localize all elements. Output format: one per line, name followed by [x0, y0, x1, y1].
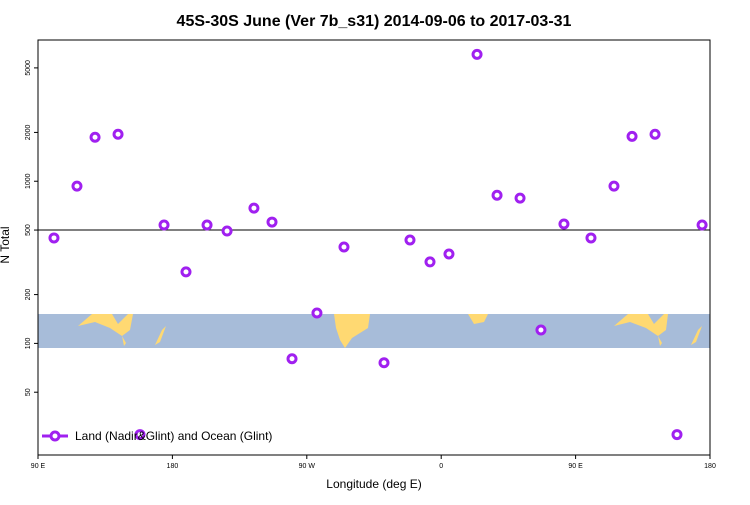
y-axis-label: N Total	[0, 226, 12, 263]
data-point	[424, 256, 436, 268]
data-point	[221, 225, 233, 237]
data-point	[443, 248, 455, 260]
data-point	[134, 429, 146, 441]
data-point	[535, 324, 547, 336]
data-point	[585, 232, 597, 244]
data-point	[248, 202, 260, 214]
data-point	[201, 219, 213, 231]
y-tick-label: 1000	[25, 173, 32, 189]
y-tick-label: 2000	[25, 125, 32, 141]
y-tick-label: 200	[25, 289, 32, 301]
data-point	[404, 234, 416, 246]
data-point	[71, 180, 83, 192]
y-tick-label: 5000	[25, 60, 32, 76]
data-point	[338, 241, 350, 253]
x-tick-label: 180	[704, 463, 716, 470]
map-strip	[38, 314, 710, 348]
data-point	[608, 180, 620, 192]
x-axis-label: Longitude (deg E)	[326, 477, 421, 491]
y-tick-label: 500	[25, 224, 32, 236]
plot-frame	[37, 39, 711, 456]
x-tick-label: 0	[439, 463, 443, 470]
data-point	[311, 307, 323, 319]
data-point	[48, 232, 60, 244]
data-point	[696, 219, 708, 231]
data-point	[158, 219, 170, 231]
data-point	[491, 189, 503, 201]
data-point	[471, 48, 483, 60]
y-tick-label: 50	[25, 388, 32, 396]
data-point	[266, 216, 278, 228]
data-point	[558, 218, 570, 230]
data-point	[671, 429, 683, 441]
data-point	[626, 130, 638, 142]
data-point	[286, 353, 298, 365]
legend-marker	[49, 430, 61, 442]
data-point	[112, 128, 124, 140]
x-tick-label: 90 E	[568, 463, 583, 470]
data-point	[89, 131, 101, 143]
y-tick-label: 100	[25, 337, 32, 349]
data-point	[514, 192, 526, 204]
x-tick-label: 90 W	[299, 463, 316, 470]
legend-label: Land (Nadir&Glint) and Ocean (Glint)	[75, 429, 272, 443]
x-tick-label: 180	[167, 463, 179, 470]
data-point	[180, 266, 192, 278]
data-point	[649, 128, 661, 140]
chart-title: 45S-30S June (Ver 7b_s31) 2014-09-06 to …	[177, 13, 572, 30]
data-point	[378, 357, 390, 369]
x-tick-label: 90 E	[31, 463, 46, 470]
